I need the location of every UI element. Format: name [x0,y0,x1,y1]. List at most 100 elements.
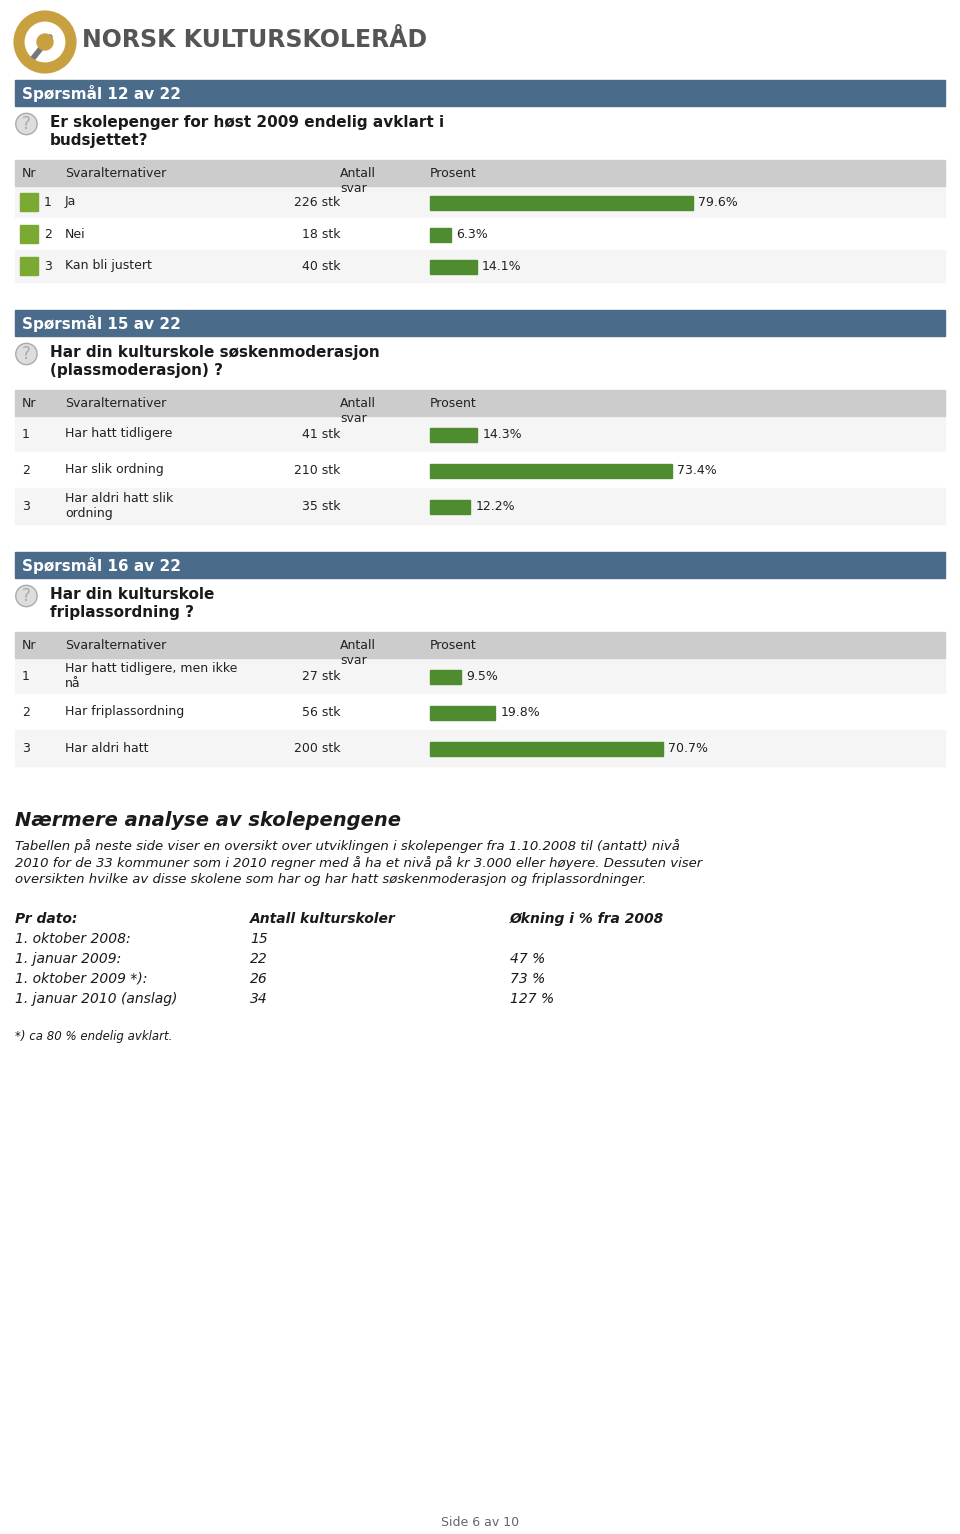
Text: Svaralternativer: Svaralternativer [65,397,166,410]
Text: (plassmoderasjon) ?: (plassmoderasjon) ? [50,364,223,377]
Text: Har aldri hatt: Har aldri hatt [65,741,149,755]
Text: Har friplassordning: Har friplassordning [65,706,184,718]
Text: Har din kulturskole: Har din kulturskole [50,588,214,601]
Text: 47 %: 47 % [510,953,545,966]
Text: Antall kulturskoler: Antall kulturskoler [250,913,396,927]
Text: Er skolepenger for høst 2009 endelig avklart i: Er skolepenger for høst 2009 endelig avk… [50,115,444,130]
Text: 73.4%: 73.4% [677,463,717,477]
Text: 15: 15 [250,933,268,946]
Text: Prosent: Prosent [430,640,477,652]
Text: budsjettet?: budsjettet? [50,133,149,147]
Bar [15,730,945,765]
Text: 26: 26 [250,973,268,986]
Text: 3: 3 [22,741,30,755]
Text: 70.7%: 70.7% [668,741,708,755]
Text: 41 stk: 41 stk [301,428,340,440]
Text: Har aldri hatt slik
ordning: Har aldri hatt slik ordning [65,492,173,520]
Text: Spørsmål 16 av 22: Spørsmål 16 av 22 [22,557,181,574]
Text: 22: 22 [250,953,268,966]
Text: 1. oktober 2008:: 1. oktober 2008: [15,933,131,946]
Text: 18 stk: 18 stk [301,227,340,241]
Text: 40 stk: 40 stk [301,259,340,273]
Text: 1: 1 [22,669,30,683]
Bar [15,632,945,658]
Text: Svaralternativer: Svaralternativer [65,640,166,652]
Text: 79.6%: 79.6% [698,195,737,209]
Text: friplassordning ?: friplassordning ? [50,604,194,620]
Bar [15,390,945,416]
Text: Antall
svar: Antall svar [340,397,376,425]
Text: *) ca 80 % endelig avklart.: *) ca 80 % endelig avklart. [15,1029,173,1043]
Text: NORSK KULTURSKOLERÅD: NORSK KULTURSKOLERÅD [82,28,427,52]
Text: 200 stk: 200 stk [294,741,340,755]
Text: 3: 3 [22,500,30,512]
Bar [15,250,945,282]
Text: Tabellen på neste side viser en oversikt over utviklingen i skolepenger fra 1.10: Tabellen på neste side viser en oversikt… [15,839,680,853]
Text: Har slik ordning: Har slik ordning [65,463,164,477]
Text: Nærmere analyse av skolepengene: Nærmere analyse av skolepengene [15,811,401,830]
Bar [430,428,477,442]
Text: 6.3%: 6.3% [456,227,488,241]
Text: Har hatt tidligere, men ikke
nå: Har hatt tidligere, men ikke nå [65,663,237,690]
Bar [15,310,945,336]
Text: ?: ? [22,345,31,364]
Text: 9.5%: 9.5% [467,669,498,683]
Text: 2: 2 [22,463,30,477]
Bar [20,193,38,212]
Bar [15,160,945,186]
Text: Nei: Nei [65,227,85,241]
Text: 226 stk: 226 stk [294,195,340,209]
Text: 127 %: 127 % [510,992,554,1006]
Bar [430,259,476,275]
Bar [430,463,672,479]
Text: Spørsmål 15 av 22: Spørsmål 15 av 22 [22,314,180,331]
Text: Har din kulturskole søskenmoderasjon: Har din kulturskole søskenmoderasjon [50,345,380,360]
Circle shape [37,34,53,51]
Text: Økning i % fra 2008: Økning i % fra 2008 [510,913,664,927]
Bar [15,658,945,693]
Text: ?: ? [22,588,31,604]
Bar [15,186,945,218]
Bar [15,218,945,250]
Text: Svaralternativer: Svaralternativer [65,167,166,179]
Bar [15,488,945,525]
Bar [20,225,38,242]
Text: 2: 2 [44,227,52,241]
Text: 34: 34 [250,992,268,1006]
Text: Har hatt tidligere: Har hatt tidligere [65,428,173,440]
Text: 2010 for de 33 kommuner som i 2010 regner med å ha et nivå på kr 3.000 eller høy: 2010 for de 33 kommuner som i 2010 regne… [15,856,703,870]
Text: Nr: Nr [22,397,36,410]
Bar [15,453,945,488]
Bar [430,670,462,684]
Text: Antall
svar: Antall svar [340,167,376,195]
Bar [430,229,451,242]
Text: 1: 1 [22,428,30,440]
Text: Antall
svar: Antall svar [340,640,376,667]
Bar [430,742,663,756]
Text: Prosent: Prosent [430,167,477,179]
Text: 14.1%: 14.1% [482,259,521,273]
Bar [15,552,945,578]
Bar [20,258,38,275]
Text: Nr: Nr [22,167,36,179]
Text: Side 6 av 10: Side 6 av 10 [441,1516,519,1529]
Text: 1. januar 2009:: 1. januar 2009: [15,953,121,966]
Text: 1. januar 2010 (anslag): 1. januar 2010 (anslag) [15,992,178,1006]
Text: Nr: Nr [22,640,36,652]
Text: Pr dato:: Pr dato: [15,913,78,927]
Text: 12.2%: 12.2% [475,500,515,512]
Text: oversikten hvilke av disse skolene som har og har hatt søskenmoderasjon og fripl: oversikten hvilke av disse skolene som h… [15,873,646,887]
Text: 1: 1 [44,195,52,209]
Text: 3: 3 [44,259,52,273]
Bar [15,416,945,453]
Text: Kan bli justert: Kan bli justert [65,259,152,273]
Text: 210 stk: 210 stk [294,463,340,477]
Bar [430,196,693,210]
Text: 1. oktober 2009 *):: 1. oktober 2009 *): [15,973,148,986]
Bar [15,693,945,730]
Bar [15,80,945,106]
Text: 56 stk: 56 stk [301,706,340,718]
Text: 2: 2 [22,706,30,718]
Text: 35 stk: 35 stk [301,500,340,512]
Text: Spørsmål 12 av 22: Spørsmål 12 av 22 [22,84,181,101]
